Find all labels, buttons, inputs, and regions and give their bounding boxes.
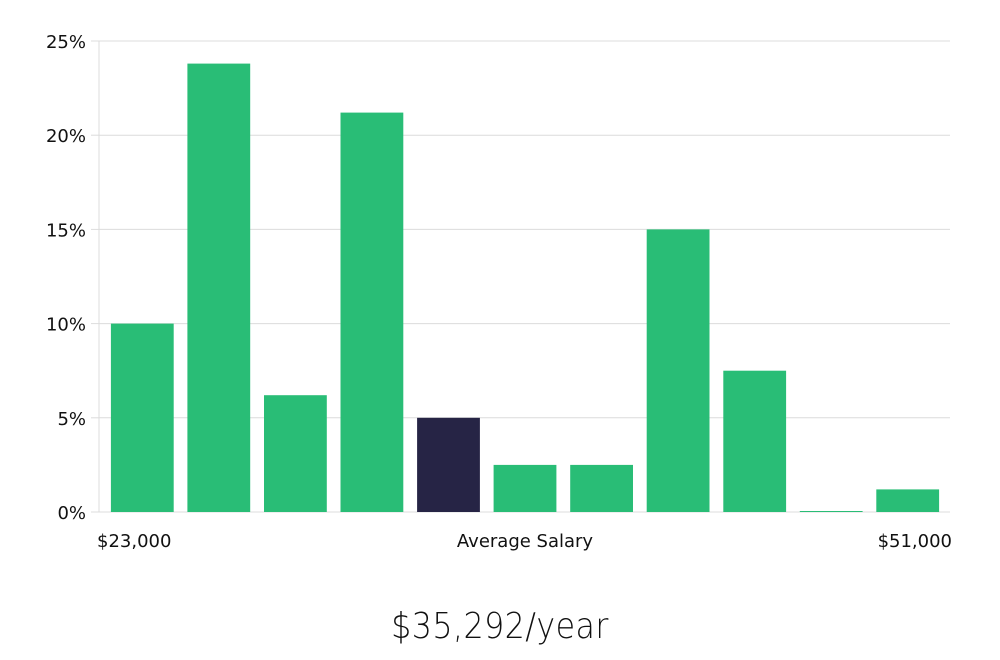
x-label-center: Average Salary bbox=[457, 531, 594, 552]
salary-histogram: 0%5%10%15%20%25% $23,000 Average Salary … bbox=[46, 32, 952, 552]
y-tick-label: 10% bbox=[46, 315, 86, 336]
y-tick-label: 0% bbox=[57, 503, 86, 524]
bar-average bbox=[417, 417, 480, 512]
bar bbox=[876, 489, 940, 512]
x-label-left: $23,000 bbox=[97, 531, 171, 552]
y-tick-label: 20% bbox=[46, 126, 86, 147]
y-axis-ticks: 0% 5% 10% 15% 20% 25% bbox=[46, 32, 99, 524]
y-tick-label: 5% bbox=[57, 409, 86, 430]
bar bbox=[264, 395, 327, 512]
bar bbox=[493, 464, 557, 512]
bar bbox=[340, 112, 404, 512]
bar bbox=[570, 464, 633, 512]
bar bbox=[723, 370, 787, 512]
average-salary-value: $35,292/year bbox=[391, 606, 609, 647]
bar bbox=[646, 229, 710, 512]
bar bbox=[799, 511, 863, 512]
bar bbox=[110, 323, 174, 512]
x-label-right: $51,000 bbox=[878, 531, 952, 552]
y-tick-label: 25% bbox=[46, 32, 86, 53]
bars bbox=[110, 63, 940, 512]
y-tick-label: 15% bbox=[46, 220, 86, 241]
bar bbox=[187, 63, 251, 512]
